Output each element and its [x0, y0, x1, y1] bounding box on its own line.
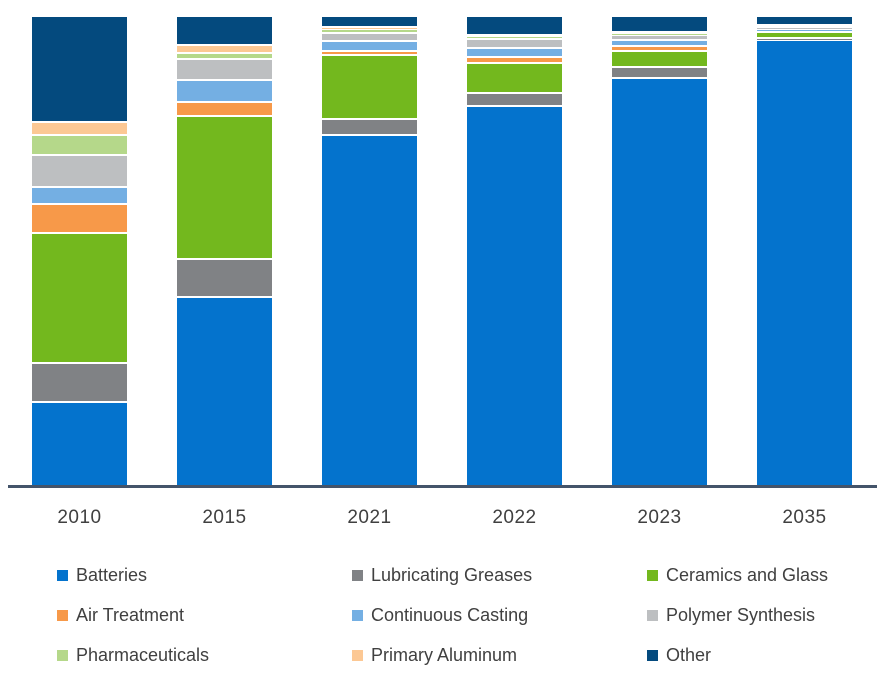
legend-item-primary-aluminum: Primary Aluminum [352, 635, 647, 675]
bar-segment-batteries-2035 [757, 41, 852, 486]
legend-label: Other [666, 644, 712, 665]
bar-segment-air-treatment-2021 [322, 52, 417, 57]
bar-segment-pharmaceuticals-2035 [757, 26, 852, 29]
legend-item-lubricating-greases: Lubricating Greases [352, 555, 647, 595]
bar-segment-polymer-synthesis-2015 [177, 60, 272, 82]
bar-segment-batteries-2022 [467, 107, 562, 485]
legend-item-other: Other [647, 635, 893, 675]
bar-segment-air-treatment-2010 [32, 205, 127, 234]
bar-segment-other-2015 [177, 17, 272, 47]
legend-item-ceramics-and-glass: Ceramics and Glass [647, 555, 893, 595]
legend-label: Ceramics and Glass [666, 564, 829, 585]
bars-container [8, 17, 877, 486]
x-axis-label-2015: 2015 [202, 507, 247, 528]
bar-segment-batteries-2021 [322, 135, 417, 485]
bar-segment-air-treatment-2015 [177, 102, 272, 117]
bar-segment-polymer-synthesis-2023 [612, 35, 707, 42]
x-axis-label-2035: 2035 [782, 507, 827, 528]
bar-segment-lubricating-greases-2015 [177, 260, 272, 298]
bar-segment-lubricating-greases-2022 [467, 93, 562, 108]
legend-color-swatch-icon [352, 609, 363, 621]
bar-segment-air-treatment-2022 [467, 58, 562, 64]
legend-label: Lubricating Greases [371, 564, 533, 585]
bar-segment-continuous-casting-2010 [32, 187, 127, 206]
bar-segment-continuous-casting-2021 [322, 42, 417, 52]
bar-segment-other-2022 [467, 17, 562, 36]
bar-segment-pharmaceuticals-2023 [612, 33, 707, 36]
bar-segment-primary-aluminum-2021 [322, 28, 417, 30]
bar-segment-ceramics-and-glass-2015 [177, 117, 272, 261]
legend-label: Primary Aluminum [371, 644, 518, 665]
legend: Batteries Lubricating Greases Ceramics and… [57, 555, 893, 675]
bar-segment-primary-aluminum-2022 [467, 35, 562, 37]
bar-segment-other-2035 [757, 17, 852, 26]
bar-segment-pharmaceuticals-2021 [322, 29, 417, 34]
bar-2022 [467, 17, 562, 485]
bar-segment-primary-aluminum-2010 [32, 122, 127, 137]
bar-segment-lubricating-greases-2010 [32, 364, 127, 404]
stacked-bar-chart: 2010 2015 2021 2022 2023 2035 Batteries Lubric… [0, 17, 893, 684]
legend-color-swatch-icon [57, 649, 68, 661]
bar-segment-polymer-synthesis-2035 [757, 28, 852, 30]
bar-segment-batteries-2010 [32, 403, 127, 485]
bar-segment-batteries-2023 [612, 79, 707, 485]
bar-segment-lubricating-greases-2021 [322, 120, 417, 136]
x-axis-labels: 2010 2015 2021 2022 2023 2035 [8, 507, 877, 529]
bar-segment-lubricating-greases-2035 [757, 38, 852, 42]
bar-2015 [177, 17, 272, 485]
legend-color-swatch-icon [352, 649, 363, 661]
bar-segment-pharmaceuticals-2015 [177, 53, 272, 61]
bar-segment-air-treatment-2023 [612, 46, 707, 52]
bar-segment-other-2010 [32, 17, 127, 123]
bar-segment-polymer-synthesis-2022 [467, 39, 562, 50]
bar-segment-polymer-synthesis-2021 [322, 33, 417, 43]
x-axis-label-2023: 2023 [637, 507, 682, 528]
bar-2010 [32, 17, 127, 485]
legend-color-swatch-icon [57, 609, 68, 621]
legend-label: Pharmaceuticals [76, 644, 210, 665]
bar-segment-pharmaceuticals-2022 [467, 36, 562, 40]
bar-segment-ceramics-and-glass-2022 [467, 63, 562, 94]
bar-segment-polymer-synthesis-2010 [32, 155, 127, 188]
legend-item-batteries: Batteries [57, 555, 352, 595]
bar-segment-primary-aluminum-2015 [177, 46, 272, 54]
bar-segment-primary-aluminum-2023 [612, 32, 707, 34]
bar-segment-ceramics-and-glass-2023 [612, 51, 707, 69]
bar-segment-continuous-casting-2022 [467, 49, 562, 59]
bar-2035 [757, 17, 852, 486]
bar-segment-primary-aluminum-2035 [757, 25, 852, 27]
legend-item-air-treatment: Air Treatment [57, 595, 352, 635]
x-axis-label-2022: 2022 [492, 507, 537, 528]
bar-segment-other-2023 [612, 17, 707, 33]
legend-color-swatch-icon [647, 649, 658, 661]
bar-segment-ceramics-and-glass-2021 [322, 56, 417, 121]
bar-segment-continuous-casting-2035 [757, 29, 852, 32]
legend-item-continuous-casting: Continuous Casting [352, 595, 647, 635]
legend-item-polymer-synthesis: Polymer Synthesis [647, 595, 893, 635]
bar-segment-lubricating-greases-2023 [612, 68, 707, 80]
legend-color-swatch-icon [647, 609, 658, 621]
bar-segment-continuous-casting-2015 [177, 81, 272, 103]
bar-segment-ceramics-and-glass-2010 [32, 233, 127, 365]
bar-segment-ceramics-and-glass-2035 [757, 33, 852, 39]
bar-2023 [612, 17, 707, 485]
legend-label: Polymer Synthesis [666, 604, 816, 625]
legend-item-pharmaceuticals: Pharmaceuticals [57, 635, 352, 675]
x-axis-line [8, 485, 877, 488]
bar-segment-other-2021 [322, 17, 417, 29]
bar-2021 [322, 17, 417, 485]
bar-segment-batteries-2015 [177, 297, 272, 485]
x-axis-label-2021: 2021 [347, 507, 392, 528]
legend-color-swatch-icon [352, 569, 363, 581]
plot-area [8, 17, 877, 486]
bar-segment-pharmaceuticals-2010 [32, 136, 127, 156]
legend-label: Continuous Casting [371, 604, 529, 625]
legend-label: Batteries [76, 564, 148, 585]
legend-label: Air Treatment [76, 604, 185, 625]
legend-color-swatch-icon [57, 569, 68, 581]
bar-segment-continuous-casting-2023 [612, 41, 707, 47]
legend-color-swatch-icon [647, 569, 658, 581]
x-axis-label-2010: 2010 [57, 507, 102, 528]
bar-segment-air-treatment-2035 [757, 32, 852, 33]
